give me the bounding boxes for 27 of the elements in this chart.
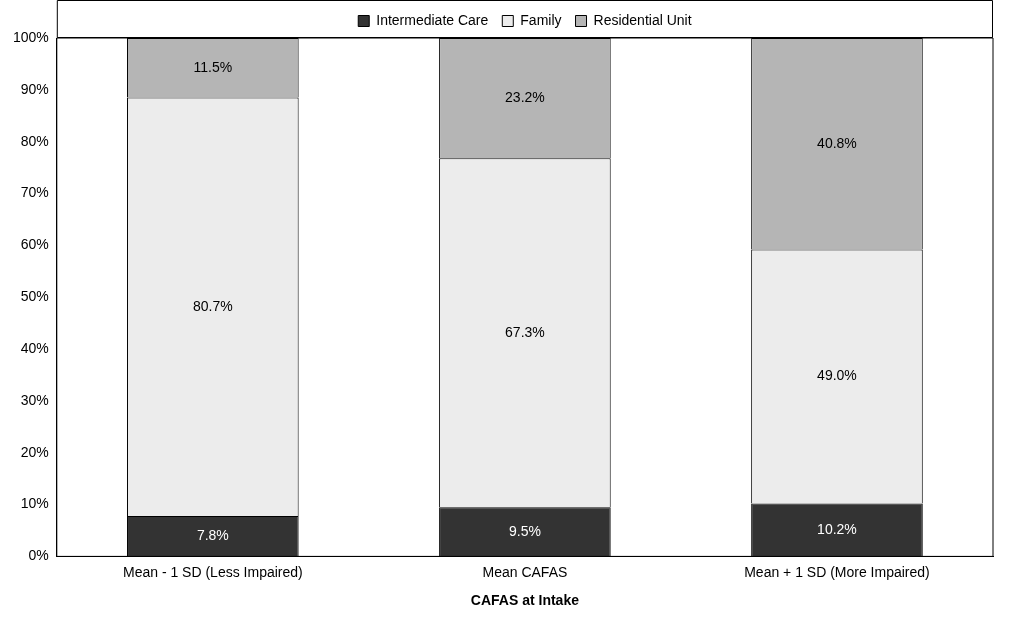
y-tick-label: 80%	[20, 132, 49, 149]
data-label: 11.5%	[193, 58, 233, 75]
data-label: 49.0%	[817, 367, 857, 384]
y-tick-label: 0%	[28, 547, 49, 564]
data-label: 10.2%	[817, 520, 857, 537]
x-axis-title: CAFAS at Intake	[470, 592, 580, 609]
y-tick-label: 30%	[20, 391, 49, 408]
y-tick-label: 40%	[20, 339, 49, 356]
data-label: 9.5%	[508, 522, 541, 539]
y-tick-label: 100%	[12, 28, 49, 45]
x-tick-label: Mean + 1 SD (More Impaired)	[744, 563, 930, 580]
x-tick-label: Mean - 1 SD (Less Impaired)	[122, 563, 303, 580]
y-tick-label: 70%	[20, 184, 49, 201]
legend-label: Residential Unit	[593, 11, 692, 28]
y-tick-label: 50%	[20, 288, 49, 305]
y-tick-label: 10%	[20, 495, 49, 512]
data-label: 40.8%	[817, 134, 857, 151]
data-label: 7.8%	[196, 527, 229, 544]
data-label: 80.7%	[192, 297, 233, 314]
legend-label: Intermediate Care	[376, 11, 489, 28]
y-tick-label: 90%	[20, 80, 49, 97]
x-tick-label: Mean CAFAS	[482, 563, 568, 580]
data-label: 67.3%	[505, 323, 545, 340]
legend-label: Family	[520, 11, 562, 28]
y-tick-label: 60%	[20, 236, 49, 253]
y-tick-label: 20%	[20, 443, 49, 460]
data-label: 23.2%	[505, 88, 545, 105]
